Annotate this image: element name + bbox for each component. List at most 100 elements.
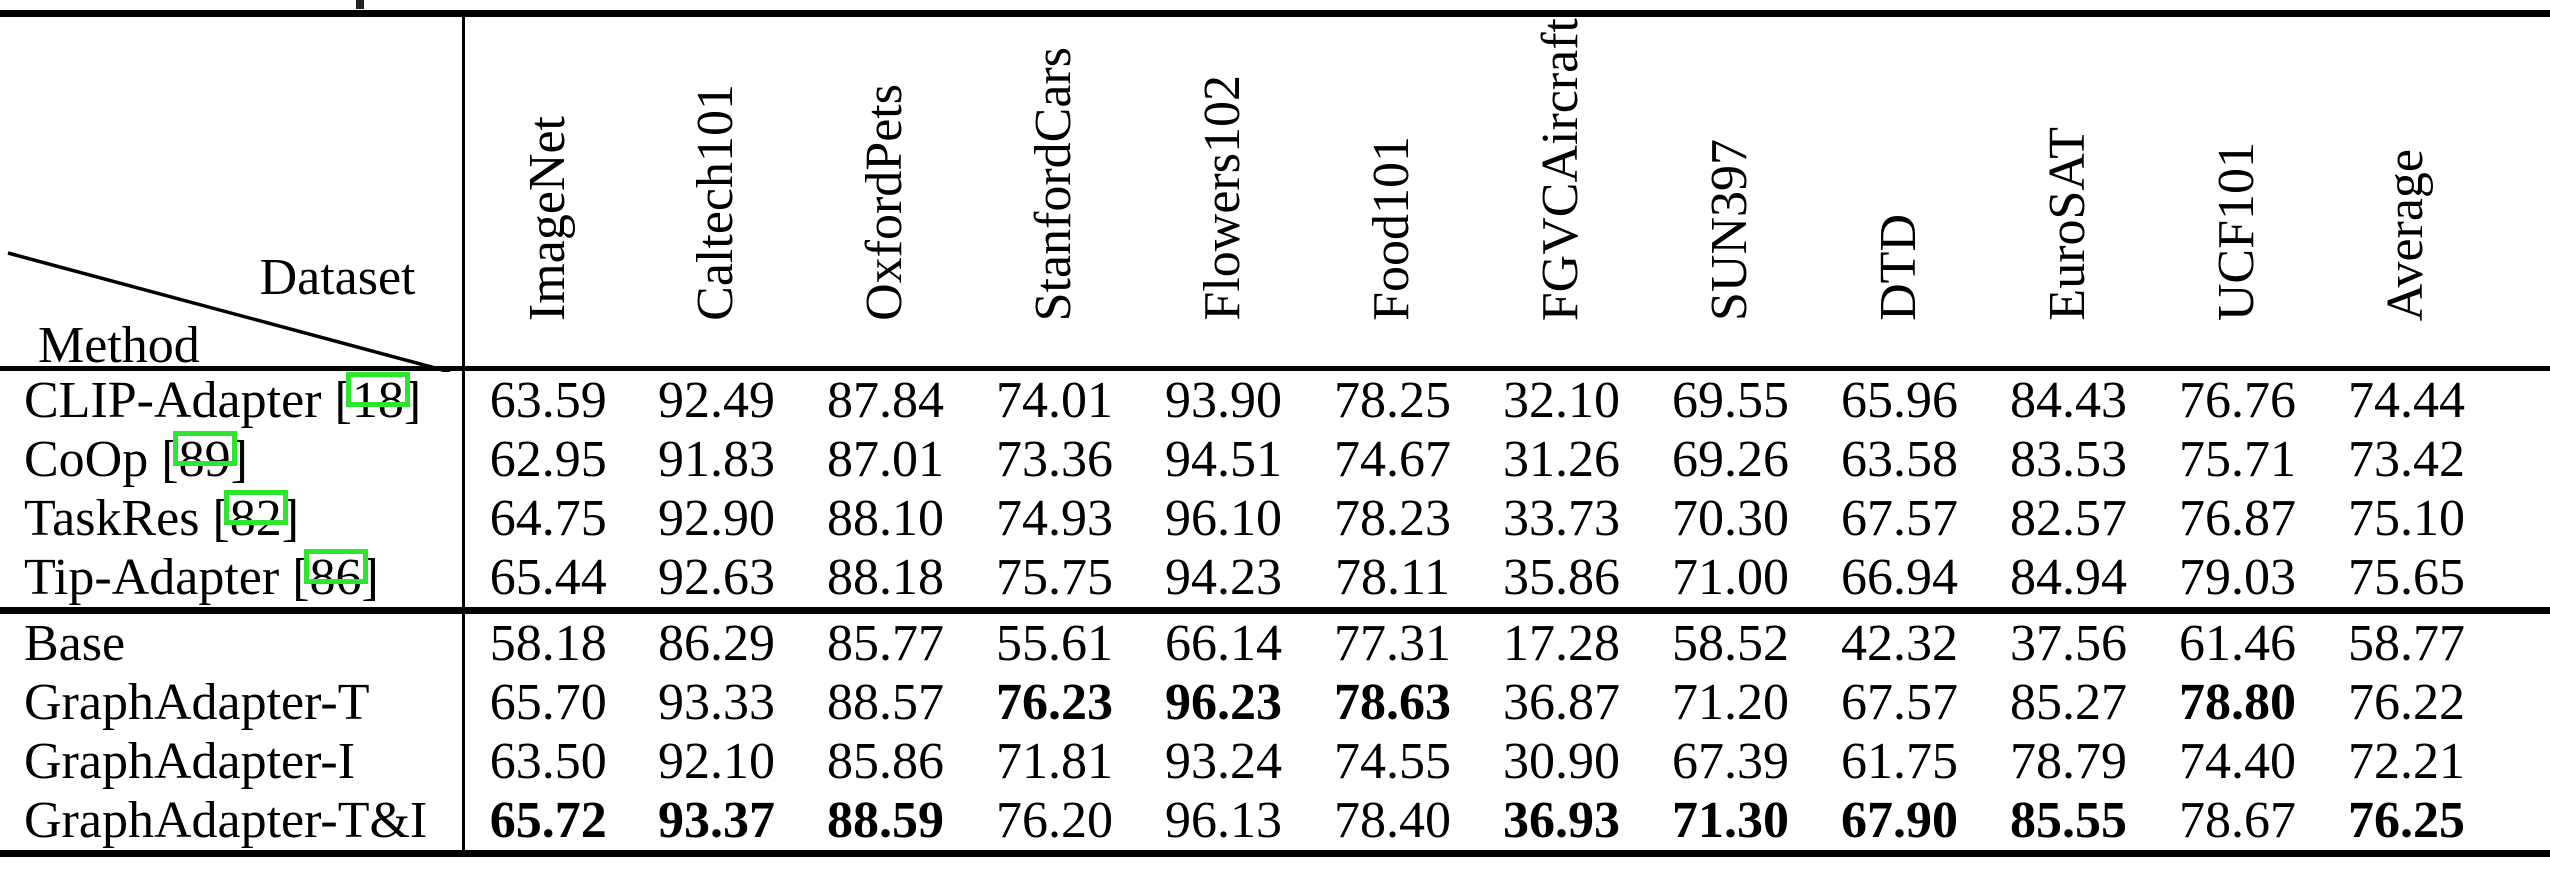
value-cell: 65.44 [489,549,607,606]
value-cell: 73.36 [996,431,1113,488]
value-cell: 78.80 [2179,674,2296,731]
column-header-eurosat: EuroSAT [1984,14,2153,369]
value-cell: 84.94 [2010,549,2127,606]
column-header-fgvcaircraft: FGVCAircraft [1477,14,1646,369]
value-cell: 77.31 [1334,615,1451,672]
value-cell: 74.44 [2348,372,2465,429]
value-cell: 88.59 [827,792,944,849]
filler-cell [2491,732,2550,791]
value-cell: 63.58 [1841,431,1958,488]
value-cell: 33.73 [1503,490,1620,547]
value-cell: 94.51 [1165,431,1282,488]
method-cell: Base [0,610,465,673]
method-cell: TaskRes [82] [0,489,465,548]
value-cell: 30.90 [1503,733,1620,790]
value-cell: 58.77 [2348,615,2465,672]
filler-cell [2491,548,2550,611]
prior-methods-block: CLIP-Adapter [18] 63.59 92.49 87.84 74.01 93.… [0,368,2550,611]
value-cell: 63.50 [489,733,607,790]
column-label: EuroSAT [2039,127,2097,321]
value-cell: 72.21 [2348,733,2465,790]
graphadapter-methods-block: Base 58.18 86.29 85.77 55.61 66.14 77.31 17.28 5… [0,610,2550,854]
value-cell: 78.25 [1334,372,1451,429]
value-cell: 83.53 [2010,431,2127,488]
value-cell: 96.10 [1165,490,1282,547]
column-label: Caltech101 [687,84,745,321]
table-row-graphadapter-i: GraphAdapter-I 63.50 92.10 85.86 71.81 93.24 7… [0,732,2550,791]
value-cell: 67.90 [1841,792,1958,849]
value-cell: 93.90 [1165,372,1282,429]
value-cell: 75.71 [2179,431,2296,488]
value-cell: 36.93 [1503,792,1620,849]
column-label: Average [2377,148,2435,321]
value-cell: 96.23 [1165,674,1282,731]
value-cell: 37.56 [2010,615,2127,672]
column-header-imagenet: ImageNet [463,14,632,369]
column-header-caltech101: Caltech101 [632,14,801,369]
filler-cell [2491,673,2550,732]
column-label: OxfordPets [856,84,914,321]
filler-cell [2491,369,2550,431]
value-cell: 63.59 [489,372,607,429]
table-row-base: Base 58.18 86.29 85.77 55.61 66.14 77.31 17.28 5… [0,610,2550,673]
value-cell: 75.65 [2348,549,2465,606]
value-cell: 70.30 [1672,490,1789,547]
value-cell: 74.67 [1334,431,1451,488]
value-cell: 87.84 [827,372,944,429]
table-row-taskres: TaskRes [82] 64.75 92.90 88.10 74.93 96.10 78.… [0,489,2550,548]
column-label: ImageNet [518,115,576,321]
citation-link[interactable]: 86 [303,549,368,606]
value-cell: 61.75 [1841,733,1958,790]
citation-link[interactable]: 82 [223,490,288,547]
method-cell: CLIP-Adapter [18] [0,368,465,430]
value-cell: 88.10 [827,490,944,547]
value-cell: 88.18 [827,549,944,606]
value-cell: 35.86 [1503,549,1620,606]
value-cell: 73.42 [2348,431,2465,488]
value-cell: 92.63 [658,549,775,606]
value-cell: 74.01 [996,372,1113,429]
value-cell: 84.43 [2010,372,2127,429]
filler-cell [2491,791,2550,854]
value-cell: 42.32 [1841,615,1958,672]
value-cell: 66.94 [1841,549,1958,606]
table-row-clip-adapter: CLIP-Adapter [18] 63.59 92.49 87.84 74.01 93.… [0,368,2550,431]
value-cell: 85.27 [2010,674,2127,731]
value-cell: 31.26 [1503,431,1620,488]
value-cell: 64.75 [489,490,607,547]
value-cell: 78.40 [1334,792,1451,849]
citation-link[interactable]: 89 [172,431,237,488]
filler-cell [2491,430,2550,489]
value-cell: 67.39 [1672,733,1789,790]
value-cell: 76.87 [2179,490,2296,547]
value-cell: 71.81 [996,733,1113,790]
value-cell: 75.75 [996,549,1113,606]
citation-link[interactable]: 18 [345,372,410,429]
method-cell: CoOp [89] [0,430,465,489]
value-cell: 78.67 [2179,792,2296,849]
column-header-food101: Food101 [1308,14,1477,369]
value-cell: 91.83 [658,431,775,488]
value-cell: 92.49 [658,372,775,429]
value-cell: 76.20 [996,792,1113,849]
value-cell: 65.96 [1841,372,1958,429]
value-cell: 32.10 [1503,372,1620,429]
column-header-oxfordpets: OxfordPets [801,14,970,369]
cropped-caption-fragment [356,0,364,9]
column-label: DTD [1870,214,1928,321]
method-cell: GraphAdapter-T [0,673,465,732]
value-cell: 94.23 [1165,549,1282,606]
table-row-graphadapter-t: GraphAdapter-T 65.70 93.33 88.57 76.23 96.23 7… [0,673,2550,732]
value-cell: 92.90 [658,490,775,547]
column-header-ucf101: UCF101 [2153,14,2322,369]
value-cell: 62.95 [489,431,607,488]
value-cell: 79.03 [2179,549,2296,606]
column-label: Food101 [1363,136,1421,321]
value-cell: 71.20 [1672,674,1789,731]
column-header-average: Average [2322,14,2491,369]
value-cell: 96.13 [1165,792,1282,849]
column-label: Flowers102 [1194,75,1252,321]
column-label: UCF101 [2208,141,2266,321]
dataset-label: Dataset [259,249,416,306]
